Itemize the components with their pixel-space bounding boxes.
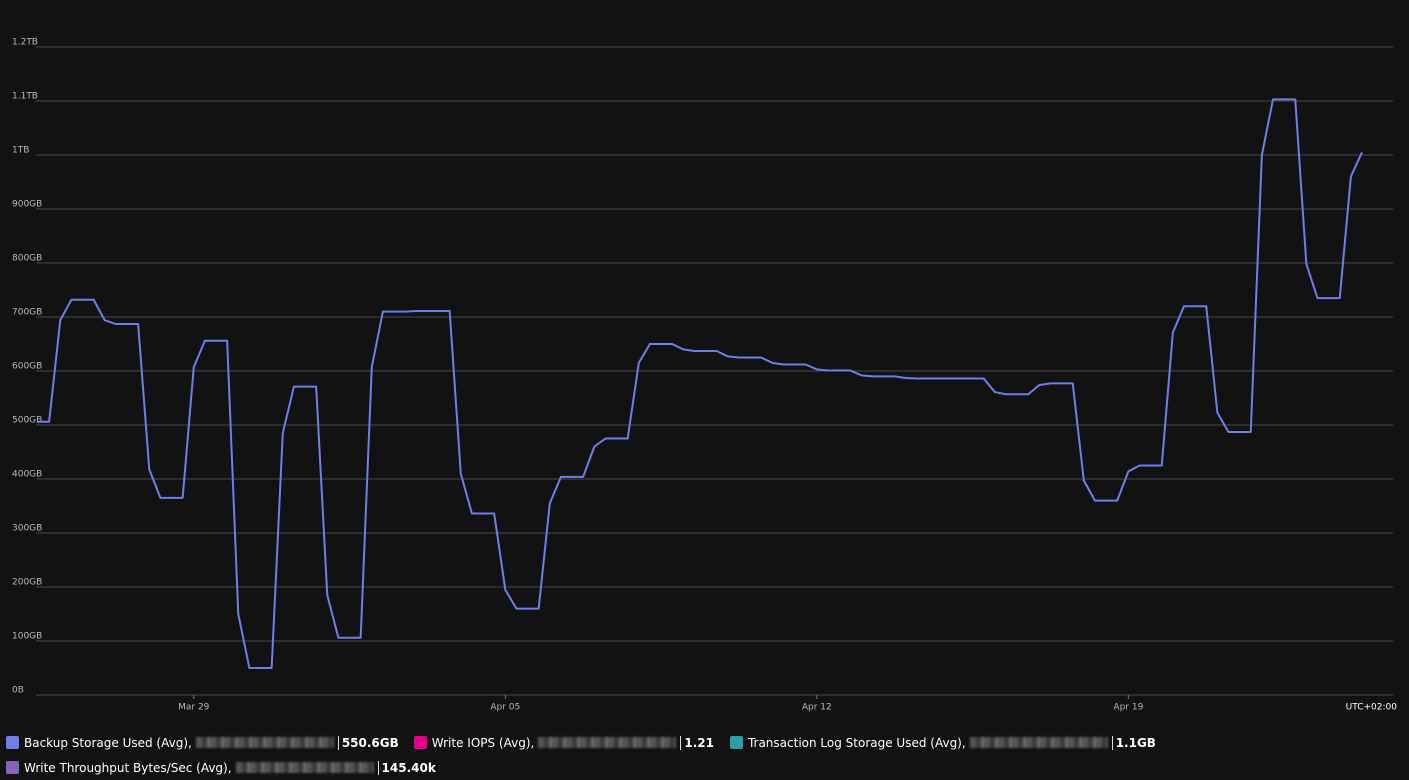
y-tick-label: 200GB (12, 578, 42, 588)
legend-value: 1.21 (680, 735, 714, 750)
y-tick-label: 100GB (12, 632, 42, 642)
legend-swatch (413, 736, 427, 749)
y-tick-label: 900GB (12, 200, 42, 210)
chart: 0B 100GB 200GB 300GB 400GB 500GB 600GB 700GB 800… (12, 38, 1398, 713)
legend-value: 145.40k (377, 760, 436, 775)
y-tick-label: 600GB (12, 362, 42, 372)
y-tick-label: 1.2TB (12, 38, 38, 48)
x-tick-label: Apr 05 (490, 703, 520, 713)
legend-row: Backup Storage Used (Avg), 550.6GB Write I… (6, 730, 1406, 755)
timezone-label: UTC+02:00 (1346, 703, 1398, 713)
legend-value: 550.6GB (337, 735, 399, 750)
legend-swatch (6, 761, 19, 774)
redacted-resource (235, 762, 374, 773)
y-tick-label: 400GB (12, 470, 42, 480)
redacted-resource (195, 737, 334, 748)
y-tick-label: 800GB (12, 254, 42, 264)
legend-item[interactable]: Transaction Log Storage Used (Avg), 1.1GB (729, 735, 1156, 750)
y-tick-label: 500GB (12, 416, 42, 426)
legend-name: Write IOPS (Avg), (431, 735, 535, 750)
y-tick-label: 700GB (12, 308, 42, 318)
series-line (38, 98, 1363, 669)
legend-swatch (6, 736, 19, 749)
x-tick-label: Apr 12 (802, 703, 832, 713)
legend-item[interactable]: Write IOPS (Avg), 1.21 (413, 735, 714, 750)
y-tick-label: 300GB (12, 524, 42, 534)
legend-row: Write Throughput Bytes/Sec (Avg), 145.40k (6, 755, 1406, 780)
legend: Backup Storage Used (Avg), 550.6GB Write I… (6, 730, 1406, 780)
legend-name: Write Throughput Bytes/Sec (Avg), (24, 760, 232, 775)
y-tick-label: 1.1TB (12, 92, 38, 102)
x-tick-label: Apr 19 (1113, 703, 1143, 713)
legend-swatch (729, 736, 743, 749)
redacted-resource (538, 737, 677, 748)
legend-name: Transaction Log Storage Used (Avg), (747, 735, 966, 750)
legend-item[interactable]: Backup Storage Used (Avg), 550.6GB (6, 735, 399, 750)
x-tick-label: Mar 29 (178, 703, 210, 713)
legend-name: Backup Storage Used (Avg), (24, 735, 192, 750)
legend-item[interactable]: Write Throughput Bytes/Sec (Avg), 145.40k (6, 760, 436, 775)
y-tick-label: 1TB (12, 146, 29, 156)
y-tick-label: 0B (12, 686, 24, 696)
redacted-resource (969, 737, 1108, 748)
legend-value: 1.1GB (1111, 735, 1156, 750)
